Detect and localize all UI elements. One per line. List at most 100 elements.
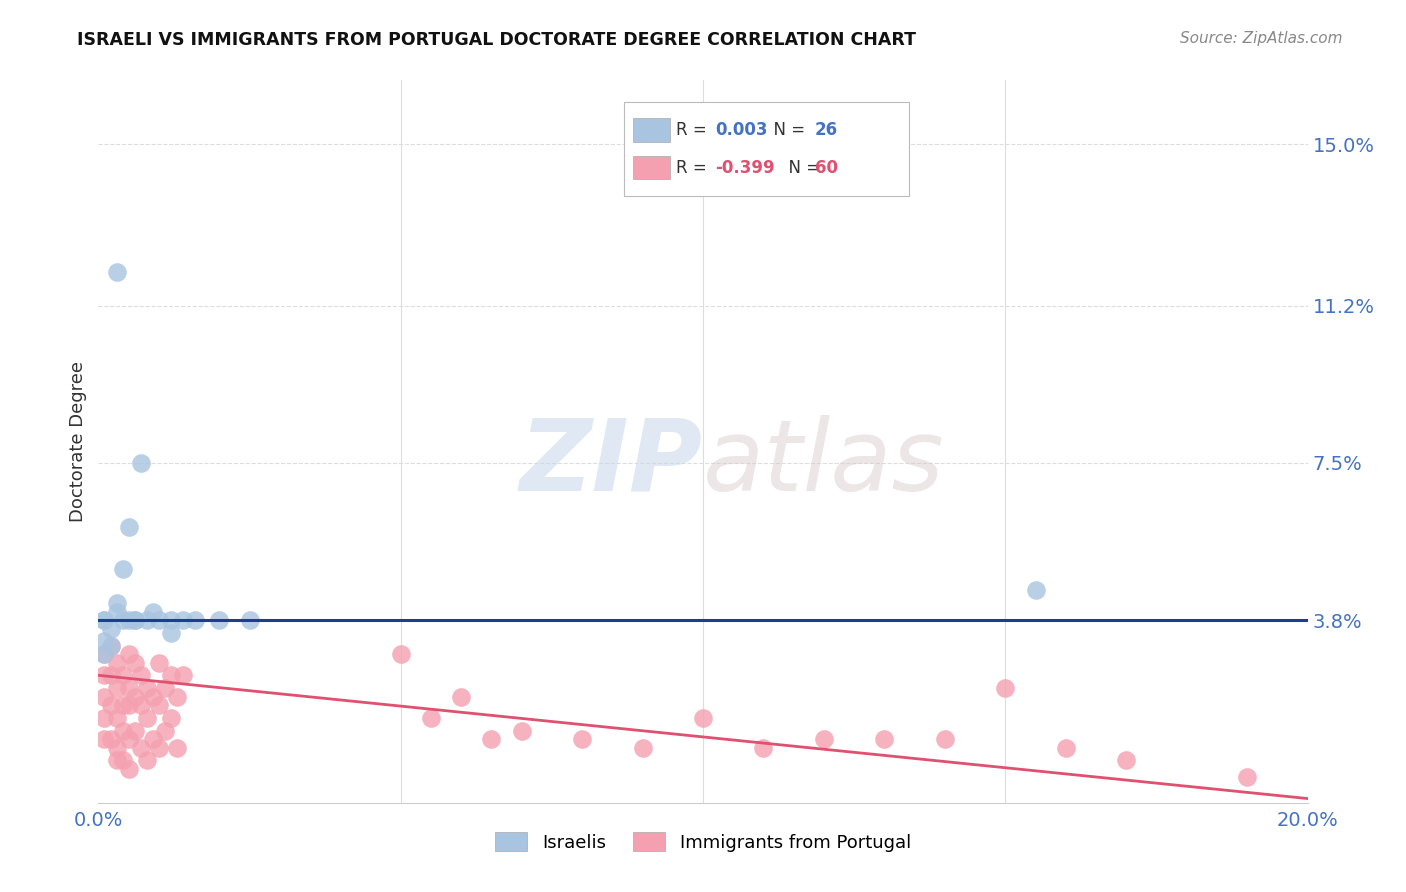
Text: 0.003: 0.003 <box>716 121 768 139</box>
Text: N =: N = <box>762 121 810 139</box>
Point <box>118 647 141 661</box>
Point <box>93 668 115 682</box>
FancyBboxPatch shape <box>633 156 669 179</box>
Point <box>129 456 152 470</box>
Point <box>873 732 896 747</box>
Point <box>93 613 115 627</box>
Text: atlas: atlas <box>703 415 945 512</box>
Point <box>148 613 170 627</box>
Point <box>142 690 165 704</box>
Point <box>692 711 714 725</box>
Point <box>105 596 128 610</box>
Point <box>148 740 170 755</box>
Point <box>100 698 122 712</box>
Point <box>93 732 115 747</box>
Point <box>239 613 262 627</box>
Point <box>118 519 141 533</box>
Text: R =: R = <box>675 159 711 177</box>
Point <box>153 723 176 738</box>
Point <box>571 732 593 747</box>
Point <box>208 613 231 627</box>
FancyBboxPatch shape <box>624 102 908 196</box>
Point <box>481 732 503 747</box>
FancyBboxPatch shape <box>633 119 669 142</box>
Point <box>124 656 146 670</box>
Legend: Israelis, Immigrants from Portugal: Israelis, Immigrants from Portugal <box>488 825 918 859</box>
Point <box>118 732 141 747</box>
Point <box>1236 770 1258 784</box>
Point <box>994 681 1017 695</box>
Point <box>160 668 183 682</box>
Point <box>100 732 122 747</box>
Point <box>100 622 122 636</box>
Point <box>129 668 152 682</box>
Point <box>93 647 115 661</box>
Point <box>1054 740 1077 755</box>
Point <box>172 613 194 627</box>
Point <box>105 656 128 670</box>
Point <box>160 711 183 725</box>
Point <box>93 711 115 725</box>
Point <box>124 613 146 627</box>
Point <box>389 647 412 661</box>
Point <box>105 264 128 278</box>
Y-axis label: Doctorate Degree: Doctorate Degree <box>69 361 87 522</box>
Point <box>118 762 141 776</box>
Point <box>510 723 533 738</box>
Point <box>153 681 176 695</box>
Point <box>135 613 157 627</box>
Text: -0.399: -0.399 <box>716 159 775 177</box>
Point <box>105 740 128 755</box>
Point <box>118 681 141 695</box>
Text: Source: ZipAtlas.com: Source: ZipAtlas.com <box>1180 31 1343 46</box>
Point <box>93 613 115 627</box>
Point <box>105 605 128 619</box>
Point <box>124 723 146 738</box>
Point <box>124 613 146 627</box>
Point <box>93 634 115 648</box>
Point <box>100 639 122 653</box>
Point <box>1024 583 1046 598</box>
Point <box>1115 753 1137 767</box>
Point <box>813 732 835 747</box>
Point <box>934 732 956 747</box>
Point <box>93 690 115 704</box>
Point <box>166 690 188 704</box>
Point <box>118 613 141 627</box>
Point <box>172 668 194 682</box>
Point <box>124 690 146 704</box>
Point <box>118 698 141 712</box>
Text: R =: R = <box>675 121 711 139</box>
Point <box>450 690 472 704</box>
Point <box>111 562 134 576</box>
Text: 60: 60 <box>814 159 838 177</box>
Point <box>111 698 134 712</box>
Text: ZIP: ZIP <box>520 415 703 512</box>
Point <box>135 753 157 767</box>
Point <box>111 723 134 738</box>
Text: 26: 26 <box>814 121 838 139</box>
Point <box>100 639 122 653</box>
Point <box>184 613 207 627</box>
Point <box>752 740 775 755</box>
Point <box>105 753 128 767</box>
Point <box>160 613 183 627</box>
Point <box>105 681 128 695</box>
Point <box>148 698 170 712</box>
Point <box>129 740 152 755</box>
Point <box>160 625 183 640</box>
Point <box>148 656 170 670</box>
Point <box>93 647 115 661</box>
Text: ISRAELI VS IMMIGRANTS FROM PORTUGAL DOCTORATE DEGREE CORRELATION CHART: ISRAELI VS IMMIGRANTS FROM PORTUGAL DOCT… <box>77 31 917 49</box>
Point <box>135 681 157 695</box>
Point <box>135 711 157 725</box>
Point <box>142 605 165 619</box>
Point <box>100 668 122 682</box>
Point <box>105 711 128 725</box>
Point <box>166 740 188 755</box>
Point <box>631 740 654 755</box>
Point <box>129 698 152 712</box>
Text: N =: N = <box>779 159 825 177</box>
Point <box>111 668 134 682</box>
Point <box>420 711 443 725</box>
